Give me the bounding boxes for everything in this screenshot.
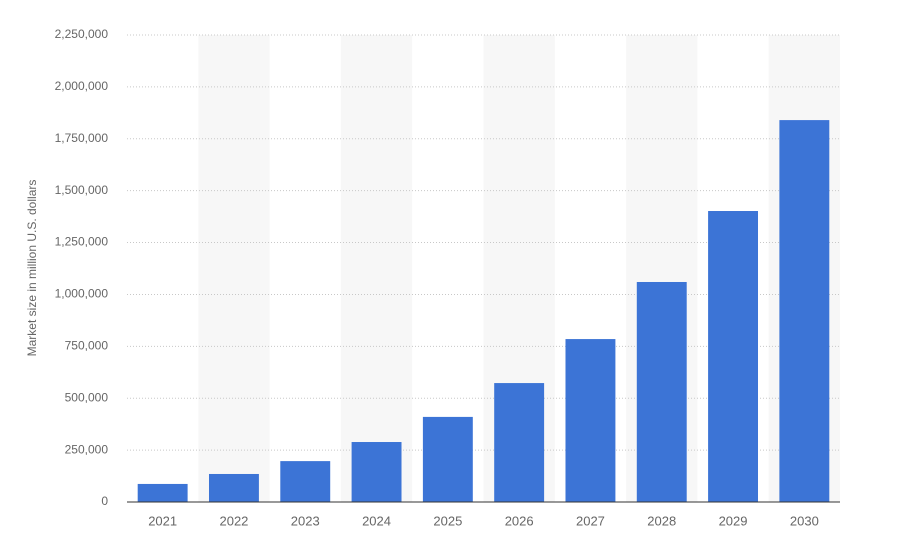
bar — [351, 442, 402, 502]
y-axis-label: Market size in million U.S. dollars — [25, 180, 39, 357]
bar — [280, 461, 331, 502]
bar — [208, 473, 259, 502]
bar — [422, 416, 473, 502]
x-tick-label: 2030 — [790, 513, 819, 528]
bar — [708, 211, 759, 502]
y-tick-label: 1,250,000 — [55, 235, 109, 249]
x-tick-label: 2024 — [362, 513, 391, 528]
x-tick-label: 2021 — [148, 513, 177, 528]
bar — [565, 339, 616, 502]
x-tick-label: 2027 — [576, 513, 605, 528]
x-tick-label: 2028 — [647, 513, 676, 528]
bar — [779, 120, 830, 502]
band — [198, 35, 270, 502]
x-tick-label: 2026 — [505, 513, 534, 528]
y-tick-label: 250,000 — [65, 442, 109, 456]
band — [340, 35, 413, 502]
y-tick-label: 2,000,000 — [55, 79, 109, 93]
x-tick-label: 2025 — [433, 513, 462, 528]
bar — [137, 483, 188, 502]
y-tick-label: 1,500,000 — [55, 183, 109, 197]
bar — [636, 281, 687, 502]
x-tick-label: 2023 — [291, 513, 320, 528]
y-tick-label: 1,000,000 — [55, 287, 109, 301]
y-tick-label: 2,250,000 — [55, 27, 109, 41]
y-tick-label: 1,750,000 — [55, 131, 109, 145]
y-tick-label: 500,000 — [65, 390, 109, 404]
y-tick-label: 750,000 — [65, 339, 109, 353]
x-tick-label: 2029 — [719, 513, 748, 528]
x-tick-label: 2022 — [219, 513, 248, 528]
bar — [494, 383, 545, 502]
y-tick-label: 0 — [101, 494, 108, 508]
